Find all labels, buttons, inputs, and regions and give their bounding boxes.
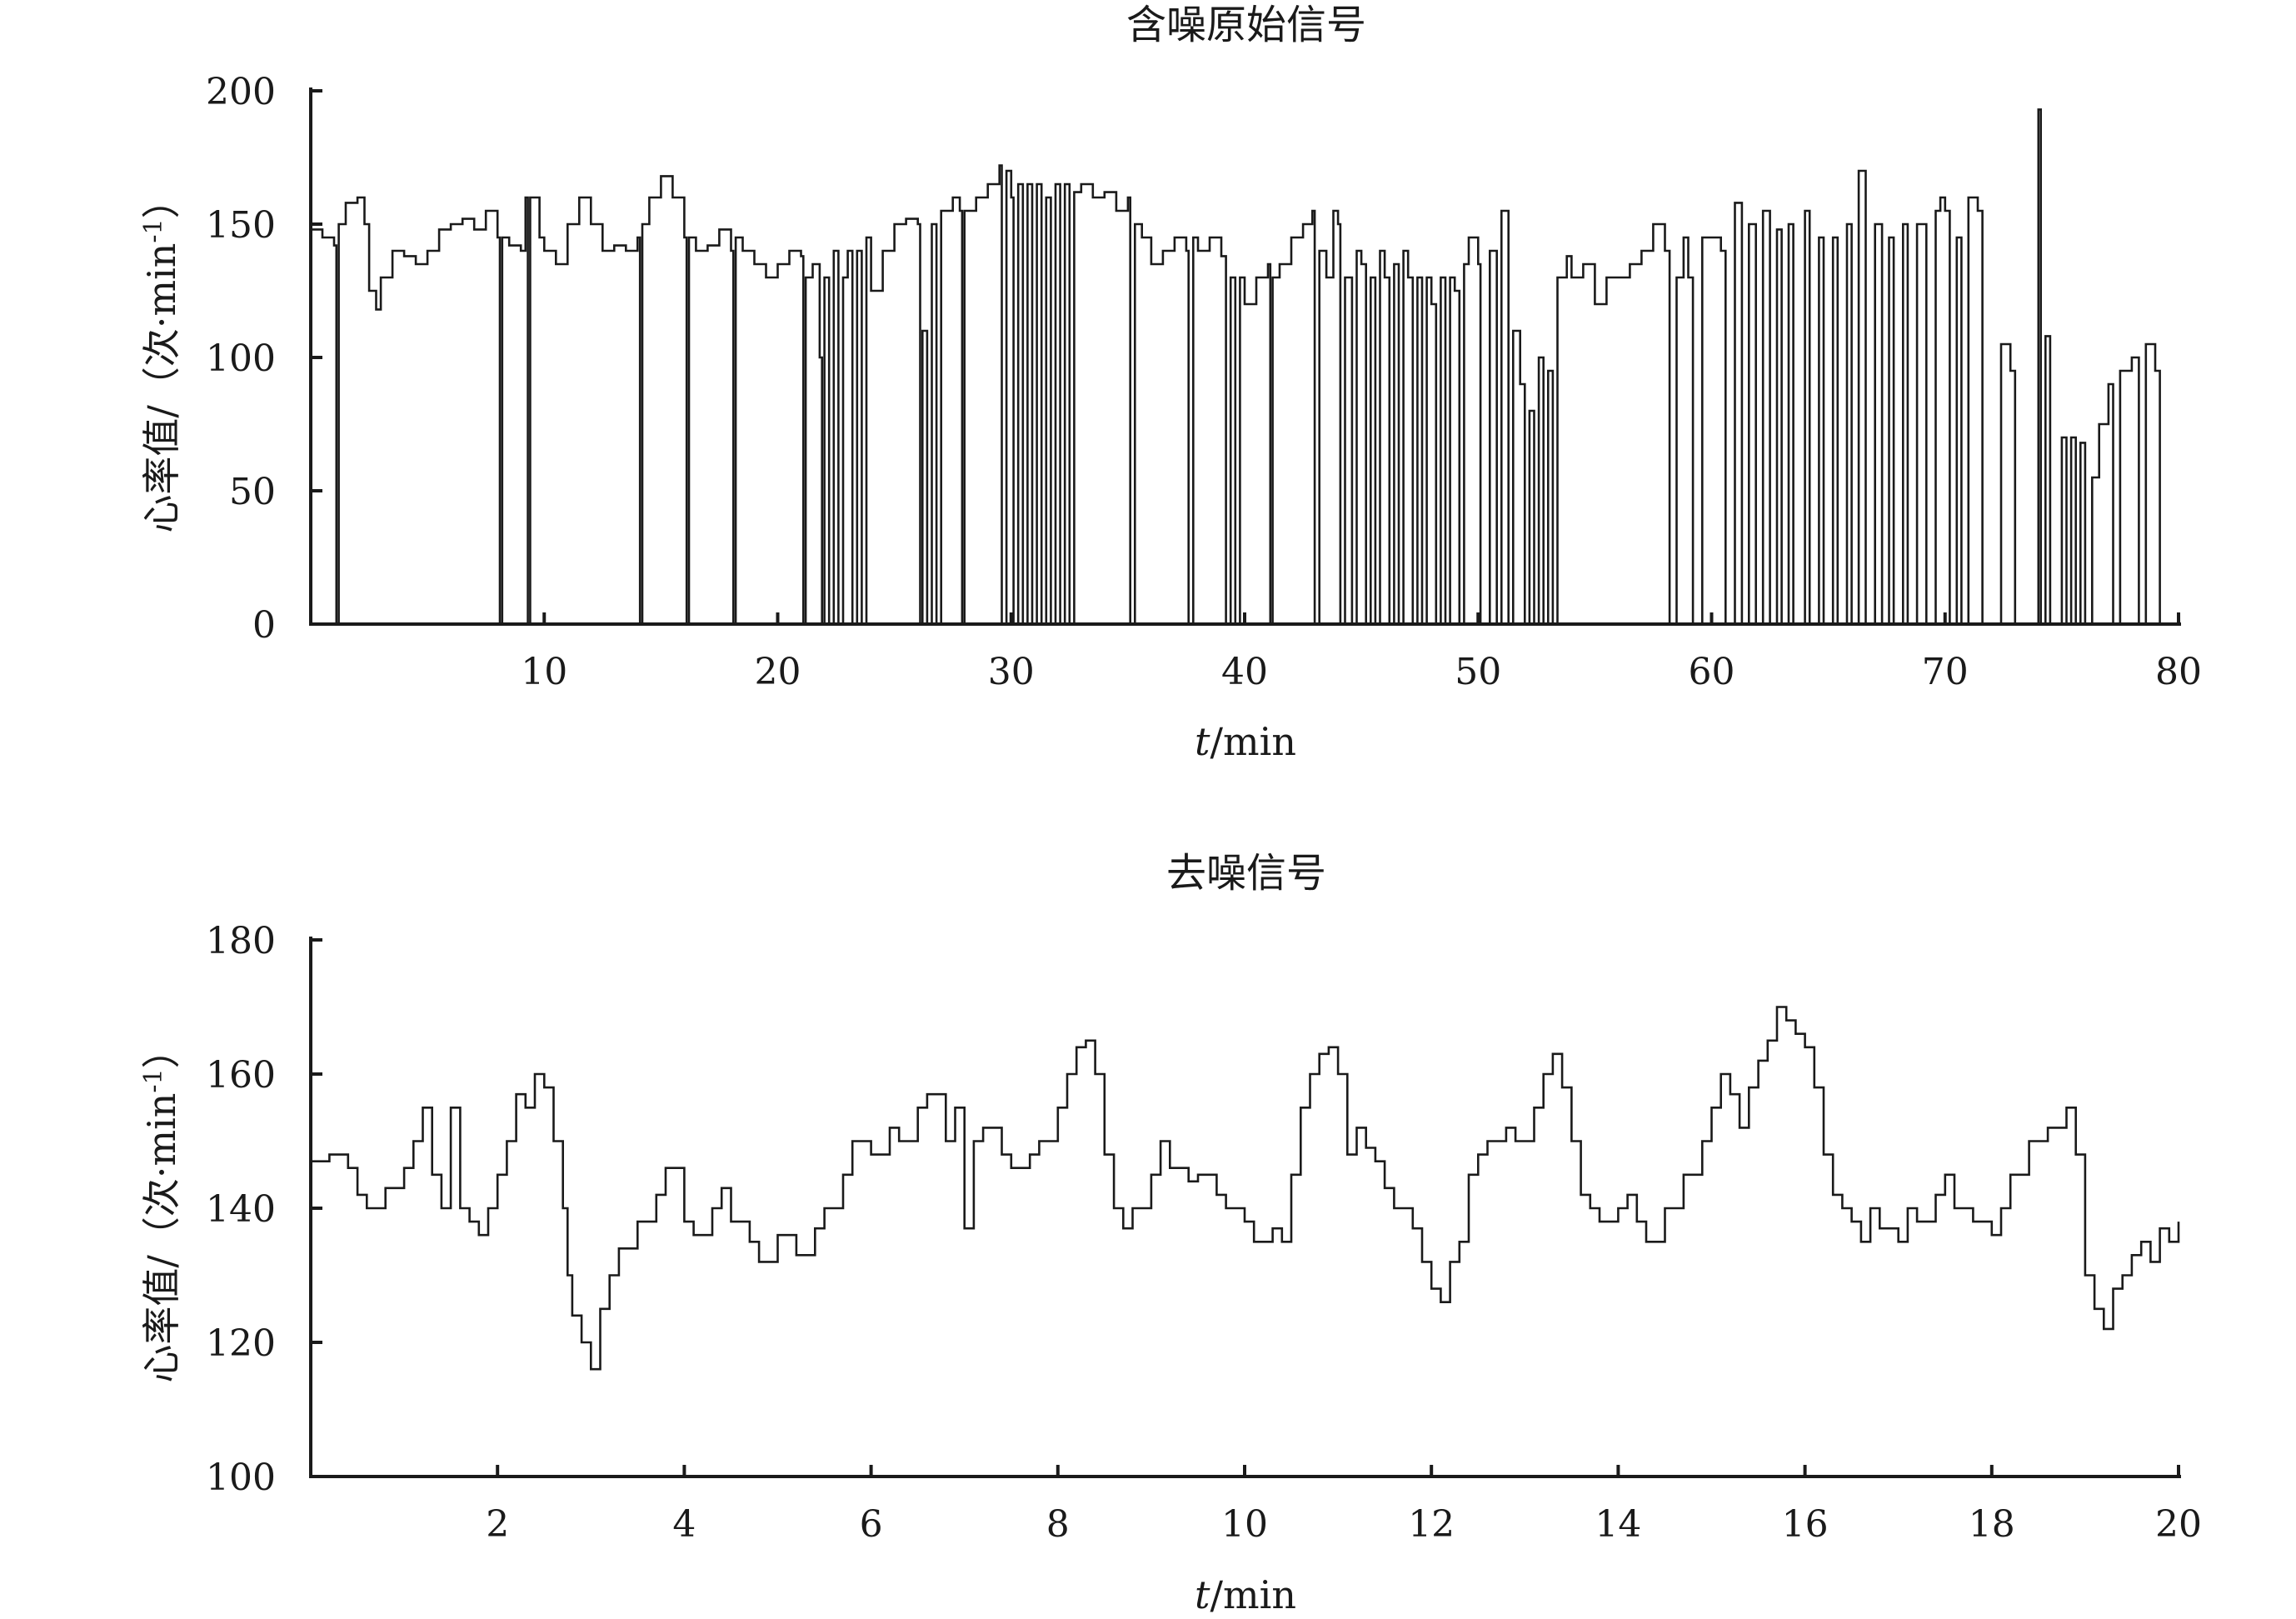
- x-tick-label: 18: [1969, 1503, 2015, 1546]
- y-axis-ticks: 100 120 140 160 180: [206, 920, 322, 1499]
- chart-noisy-signal: 含噪原始信号 10 20 30 40 50 60 70 80 0 50 100 150 200 t/m…: [139, 2, 2202, 764]
- series-line-0: [311, 1006, 2180, 1371]
- y-tick-label: 50: [229, 471, 276, 513]
- x-axis-ticks: 2 4 6 8 10 12 14 16 18 20: [486, 1465, 2202, 1546]
- x-axis-ticks: 10 20 30 40 50 60 70 80: [521, 612, 2202, 693]
- y-axis-ticks: 0 50 100 150 200: [206, 71, 322, 647]
- x-tick-label: 40: [1221, 651, 1268, 693]
- x-tick-label: 80: [2155, 651, 2202, 693]
- y-tick-label: 100: [206, 1457, 276, 1499]
- y-tick-label: 160: [206, 1054, 276, 1097]
- x-tick-label: 6: [860, 1503, 883, 1546]
- x-axis-label: t/min: [1195, 1572, 1296, 1616]
- y-tick-label: 200: [206, 71, 276, 113]
- chart-title: 含噪原始信号: [1126, 2, 1366, 48]
- x-tick-label: 60: [1689, 651, 1735, 693]
- x-tick-label: 20: [2155, 1503, 2202, 1546]
- y-axis-label: 心率值/（次·min-1）: [139, 180, 184, 532]
- x-axis-label: t/min: [1195, 719, 1296, 764]
- y-tick-label: 120: [206, 1322, 276, 1365]
- y-tick-label: 180: [206, 920, 276, 962]
- chart-title: 去噪信号: [1166, 850, 1326, 897]
- x-tick-label: 14: [1595, 1503, 1641, 1546]
- plot-area: [311, 1006, 2180, 1371]
- x-tick-label: 12: [1408, 1503, 1455, 1546]
- x-tick-label: 10: [521, 651, 567, 693]
- series-line-0: [311, 108, 2161, 626]
- y-tick-label: 140: [206, 1188, 276, 1231]
- y-axis-label: 心率值/（次·min-1）: [139, 1030, 184, 1382]
- x-tick-label: 4: [672, 1503, 696, 1546]
- x-tick-label: 16: [1782, 1503, 1829, 1546]
- x-tick-label: 20: [755, 651, 801, 693]
- x-tick-label: 10: [1221, 1503, 1268, 1546]
- y-tick-label: 0: [252, 604, 276, 647]
- x-tick-label: 2: [486, 1503, 509, 1546]
- y-tick-label: 100: [206, 337, 276, 380]
- x-tick-label: 50: [1455, 651, 1501, 693]
- x-tick-label: 30: [988, 651, 1035, 693]
- y-tick-label: 150: [206, 204, 276, 247]
- plot-area: [311, 108, 2161, 626]
- x-tick-label: 8: [1046, 1503, 1070, 1546]
- x-tick-label: 70: [1922, 651, 1969, 693]
- chart-denoised-signal: 去噪信号 2 4 6 8 10 12 14 16 18 20 100 120 140 160 180 t/…: [139, 850, 2202, 1617]
